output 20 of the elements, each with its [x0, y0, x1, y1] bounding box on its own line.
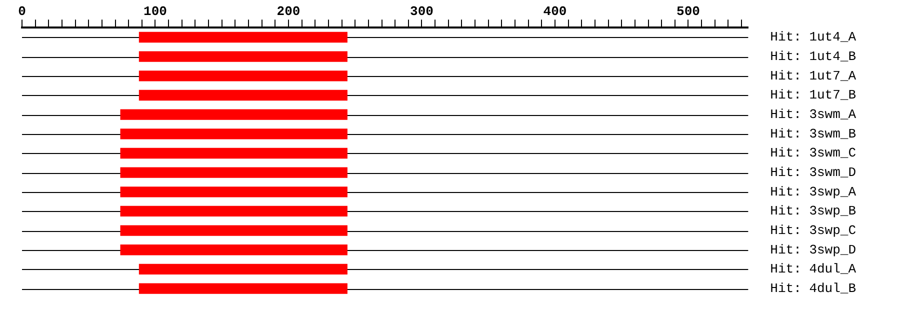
x-tick-label: 400 — [543, 4, 567, 20]
y-tick-label: Hit: 3swp_C — [770, 222, 856, 238]
y-tick-label: Hit: 3swp_D — [770, 242, 856, 258]
y-tick-label: Hit: 3swm_C — [770, 146, 856, 161]
y-tick-label: Hit: 1ut4_A — [770, 30, 856, 45]
y-tick-label: Hit: 4dul_B — [770, 280, 856, 296]
y-tick-label: Hit: 3swm_A — [770, 107, 856, 122]
y-tick-label: Hit: 3swp_A — [770, 184, 856, 200]
y-tick-label: Hit: 3swm_B — [770, 126, 856, 142]
y-tick-label: Hit: 1ut4_B — [770, 49, 856, 64]
x-tick-label: 500 — [676, 4, 700, 20]
y-tick-label: Hit: 3swm_D — [770, 165, 856, 180]
x-tick-label: 300 — [410, 4, 434, 20]
y-tick-label: Hit: 1ut7_B — [770, 88, 856, 103]
x-tick-label: 0 — [18, 4, 26, 20]
y-tick-label: Hit: 1ut7_A — [770, 68, 856, 84]
y-tick-label: Hit: 3swp_B — [770, 204, 856, 219]
x-tick-label: 100 — [144, 4, 168, 20]
x-tick-label: 200 — [276, 4, 300, 20]
y-tick-label: Hit: 4dul_A — [770, 262, 856, 277]
